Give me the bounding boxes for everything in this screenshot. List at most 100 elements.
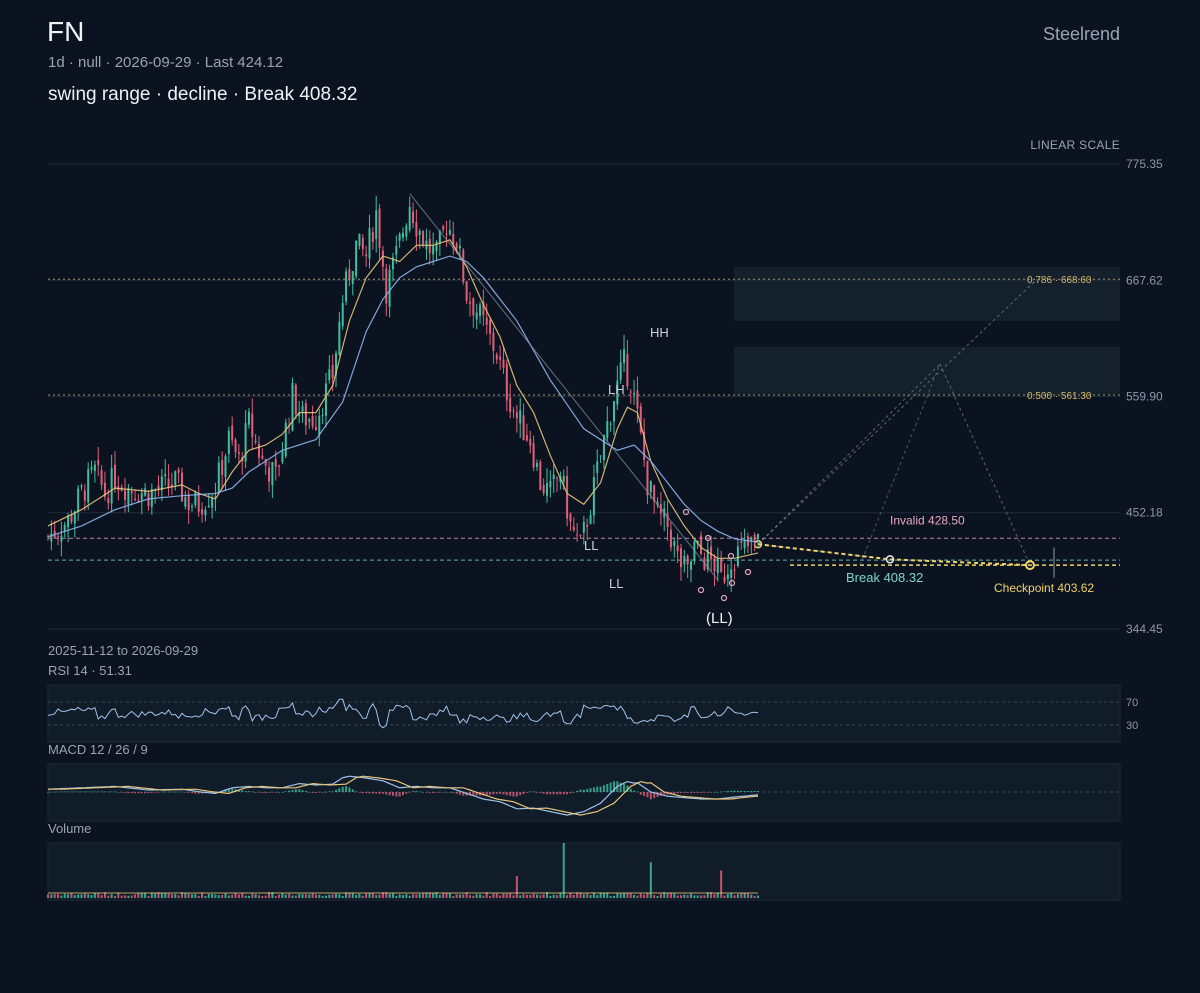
candle-body	[592, 477, 595, 516]
volume-bar	[753, 895, 756, 898]
volume-bar	[241, 892, 244, 898]
macd-histogram-bar	[348, 787, 351, 792]
volume-bar	[592, 892, 595, 898]
volume-bar	[616, 893, 619, 898]
macd-histogram-bar	[448, 792, 451, 793]
macd-histogram-bar	[559, 792, 562, 795]
macd-histogram-bar	[87, 791, 90, 793]
candle-body	[586, 524, 589, 527]
candle-body	[716, 558, 719, 574]
macd-histogram-bar	[626, 785, 629, 792]
volume-bar	[67, 894, 70, 898]
macd-histogram-bar	[284, 791, 287, 792]
macd-histogram-bar	[144, 792, 147, 794]
volume-bar	[113, 895, 116, 898]
candle-body	[381, 250, 384, 267]
macd-histogram-bar	[328, 791, 331, 793]
pivot-label: LL	[584, 538, 598, 553]
pattern-marker	[727, 552, 735, 560]
macd-histogram-bar	[428, 792, 431, 793]
volume-bar	[579, 892, 582, 898]
candle-body	[308, 419, 311, 422]
macd-histogram-bar	[251, 791, 254, 793]
volume-bar	[278, 894, 281, 898]
volume-bar	[730, 893, 733, 898]
date-range: 2025-11-12 to 2026-09-29	[48, 643, 199, 658]
candle-body	[73, 511, 76, 524]
target-zone	[734, 266, 1120, 321]
volume-bar	[576, 892, 579, 898]
volume-bar	[612, 895, 615, 898]
candle-body	[63, 524, 66, 531]
macd-histogram-bar	[535, 792, 538, 793]
macd-histogram-bar	[160, 791, 163, 793]
candle-body	[284, 422, 287, 457]
macd-histogram-bar	[324, 791, 327, 793]
macd-histogram-bar	[720, 791, 723, 793]
candle-body	[666, 513, 669, 528]
candle-body	[462, 249, 465, 283]
candle-body	[107, 498, 110, 504]
macd-histogram-bar	[696, 792, 699, 793]
volume-bar	[696, 895, 699, 898]
candle-body	[726, 574, 729, 580]
candle-body	[180, 472, 183, 502]
candle-body	[532, 443, 535, 468]
volume-bar	[211, 894, 214, 898]
candle-body	[298, 413, 301, 417]
macd-histogram-bar	[723, 791, 726, 792]
candle-body	[713, 557, 716, 572]
volume-bar	[90, 895, 93, 898]
candle-body	[67, 515, 70, 528]
macd-histogram-bar	[335, 789, 338, 792]
volume-bar	[53, 894, 56, 898]
volume-bar	[643, 894, 646, 898]
macd-histogram-bar	[90, 791, 93, 793]
pattern-marker	[704, 534, 712, 542]
volume-bar	[586, 893, 589, 898]
candle-body	[733, 569, 736, 571]
candle-body	[609, 423, 612, 425]
candle-body	[639, 406, 642, 433]
volume-bar	[462, 894, 465, 898]
scale-toggle[interactable]: LINEAR SCALE	[1030, 138, 1120, 152]
macd-histogram-bar	[683, 792, 686, 793]
candle-body	[472, 298, 475, 316]
volume-bar	[428, 892, 431, 898]
candle-body	[301, 406, 304, 412]
volume-bar	[57, 894, 60, 898]
candle-body	[669, 529, 672, 548]
volume-bar	[465, 892, 468, 898]
candle-body	[234, 439, 237, 453]
macd-histogram-bar	[355, 791, 358, 792]
volume-bar	[435, 892, 438, 898]
volume-bar	[351, 892, 354, 898]
pattern-marker	[744, 568, 752, 576]
candle-body	[251, 413, 254, 438]
projection-path	[757, 543, 1031, 567]
candle-body	[124, 490, 127, 500]
candle-body	[710, 546, 713, 560]
candle-body	[257, 443, 260, 458]
macd-histogram-bar	[57, 791, 60, 793]
macd-histogram-bar	[93, 791, 96, 793]
candle-body	[204, 509, 207, 516]
volume-bar	[214, 894, 217, 898]
macd-histogram-bar	[127, 792, 130, 794]
candle-body	[321, 414, 324, 416]
volume-bar	[87, 894, 90, 898]
candle-body	[750, 537, 753, 542]
macd-histogram-bar	[418, 791, 421, 793]
macd-histogram-bar	[47, 792, 49, 793]
macd-histogram-bar	[154, 792, 157, 793]
candle-body	[187, 494, 190, 511]
macd-histogram-bar	[569, 792, 572, 794]
macd-histogram-bar	[612, 781, 615, 792]
macd-histogram-bar	[562, 792, 565, 795]
candle-body	[599, 455, 602, 457]
macd-histogram-bar	[361, 792, 364, 794]
candle-body	[402, 232, 404, 238]
volume-bar	[224, 893, 227, 898]
macd-histogram-bar	[318, 792, 321, 793]
